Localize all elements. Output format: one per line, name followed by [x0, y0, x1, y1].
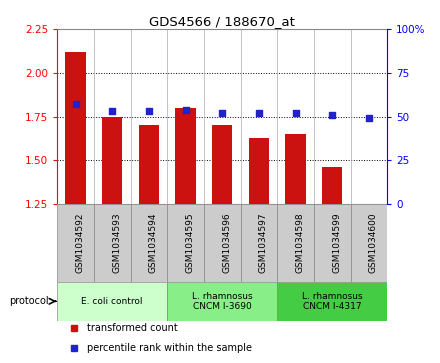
- Bar: [322, 167, 342, 204]
- Text: GSM1034599: GSM1034599: [332, 213, 341, 273]
- Title: GDS4566 / 188670_at: GDS4566 / 188670_at: [149, 15, 295, 28]
- Text: E. coli control: E. coli control: [81, 297, 143, 306]
- Point: [219, 110, 226, 116]
- Bar: [131, 204, 167, 282]
- Point: [145, 109, 152, 114]
- Bar: [314, 204, 351, 282]
- Point: [365, 115, 372, 121]
- Text: GSM1034596: GSM1034596: [222, 213, 231, 273]
- Bar: [176, 108, 196, 204]
- Bar: [102, 117, 122, 204]
- Bar: [277, 282, 387, 321]
- Text: percentile rank within the sample: percentile rank within the sample: [87, 343, 252, 353]
- Bar: [286, 134, 306, 204]
- Bar: [57, 204, 94, 282]
- Bar: [249, 138, 269, 204]
- Bar: [139, 125, 159, 204]
- Text: L. rhamnosus
CNCM I-3690: L. rhamnosus CNCM I-3690: [192, 291, 253, 311]
- Point: [255, 110, 262, 116]
- Point: [292, 110, 299, 116]
- Text: GSM1034598: GSM1034598: [296, 213, 304, 273]
- Bar: [212, 125, 232, 204]
- Bar: [241, 204, 277, 282]
- Bar: [204, 204, 241, 282]
- Bar: [277, 204, 314, 282]
- Bar: [94, 204, 131, 282]
- Text: GSM1034595: GSM1034595: [186, 213, 194, 273]
- Point: [329, 112, 336, 118]
- Point: [182, 107, 189, 113]
- Text: L. rhamnosus
CNCM I-4317: L. rhamnosus CNCM I-4317: [302, 291, 363, 311]
- Text: GSM1034600: GSM1034600: [369, 213, 378, 273]
- Text: GSM1034597: GSM1034597: [259, 213, 268, 273]
- Text: GSM1034593: GSM1034593: [112, 213, 121, 273]
- Text: protocol: protocol: [9, 296, 48, 306]
- Text: transformed count: transformed count: [87, 323, 178, 334]
- Bar: [351, 204, 387, 282]
- Text: GSM1034592: GSM1034592: [76, 213, 84, 273]
- Bar: [57, 282, 167, 321]
- Bar: [167, 282, 277, 321]
- Point: [109, 109, 116, 114]
- Text: GSM1034594: GSM1034594: [149, 213, 158, 273]
- Bar: [66, 52, 86, 204]
- Bar: [167, 204, 204, 282]
- Point: [72, 101, 79, 107]
